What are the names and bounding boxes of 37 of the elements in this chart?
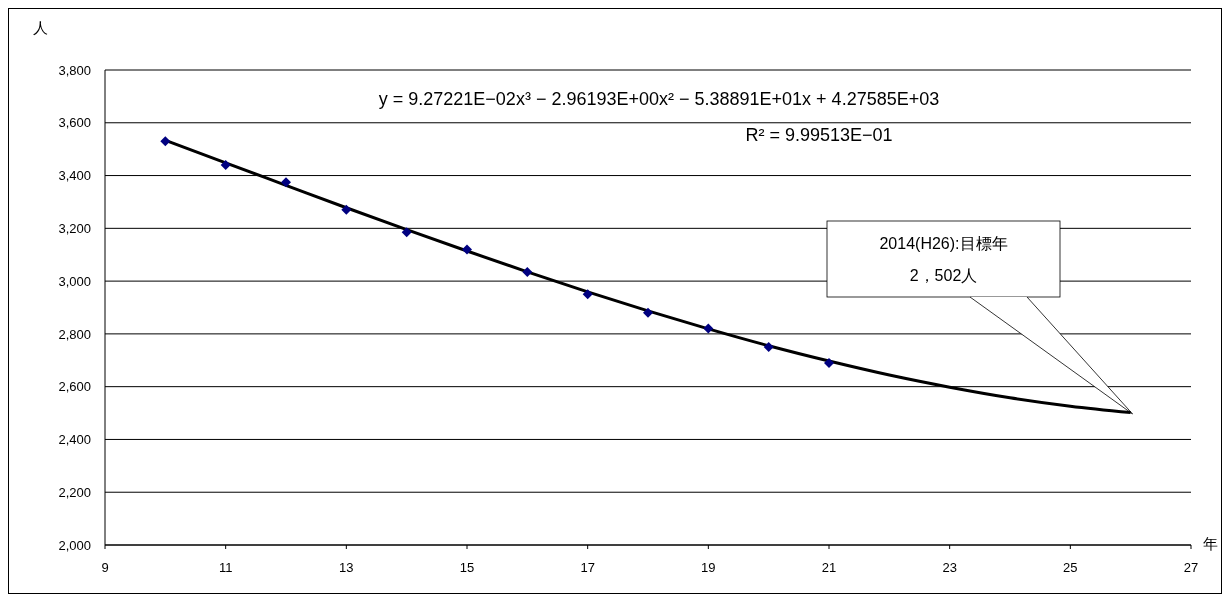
y-tick-label: 2,600 [58,379,91,395]
point [582,289,593,300]
y-tick-label: 2,400 [58,432,91,448]
y-tick-label: 2,000 [58,537,91,553]
annotation: R² = 9.99513E−01 [744,125,894,146]
x-tick-label: 19 [701,560,716,576]
point [763,342,774,353]
x-tick-label: 25 [1063,560,1078,576]
x-tick-label: 15 [459,560,475,576]
point [703,323,714,334]
y-tick-label: 3,600 [58,115,91,131]
point [281,177,291,188]
y-tick-label: 2,200 [58,484,91,500]
annotation: y = 9.27221E−02x³ − 2.96193E+00x² − 5.38891E+01x + 4.27585E+03 [377,89,941,110]
point [643,307,653,318]
x-tick-label: 11 [218,560,233,576]
x-tick-label: 23 [942,560,957,576]
y-tick-label: 3,200 [58,220,91,236]
x-tick-label: 21 [821,560,837,576]
point [522,266,533,277]
point [824,357,834,368]
x-axis-title: 年 [1203,535,1218,554]
x-tick-label: 13 [339,560,354,576]
y-tick-label: 2,800 [58,326,91,342]
y-axis-title: 人 [33,19,48,38]
x-tick-label: 17 [580,560,595,576]
point [462,244,472,255]
point [160,136,171,147]
point [220,160,231,170]
x-tick-label: 27 [1183,560,1199,576]
annotation: 2014(H26):目標年 2，502人 [879,235,1008,284]
y-tick-label: 3,800 [58,62,91,78]
y-tick-label: 3,400 [58,168,91,184]
x-tick-label: 9 [101,560,109,576]
y-tick-label: 3,000 [58,273,91,289]
point [401,227,412,238]
point [341,204,352,215]
